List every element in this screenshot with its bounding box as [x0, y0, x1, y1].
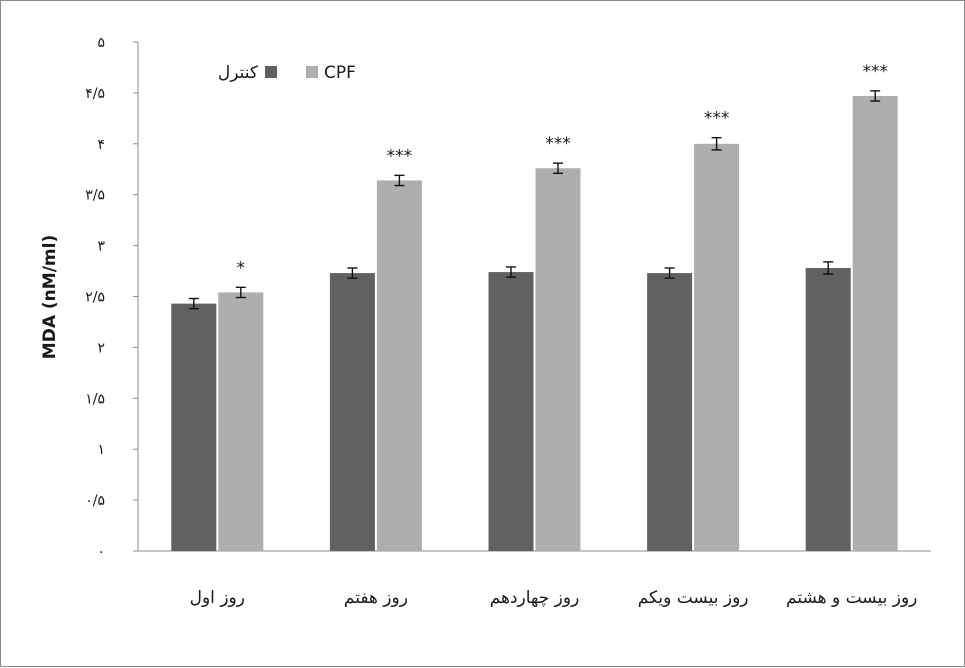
- significance-label: ***: [862, 62, 888, 82]
- y-axis-label: MDA (nM/ml): [40, 235, 60, 359]
- x-category-label: روز اول: [190, 588, 245, 608]
- legend-label-cpf: CPF: [324, 63, 356, 83]
- bar-control: [171, 303, 217, 551]
- significance-label: *: [237, 258, 246, 278]
- y-tick-label: ۱/۵: [85, 391, 105, 407]
- x-category-label: روز بیست و هشتم: [786, 588, 917, 608]
- bar-control: [805, 267, 851, 551]
- legend-swatch-control: [265, 66, 277, 78]
- bar-control: [488, 272, 534, 551]
- y-tick-label: ۰/۵: [85, 493, 105, 509]
- bar-cpf: [376, 180, 422, 551]
- significance-label: ***: [545, 134, 571, 154]
- bar-cpf: [852, 95, 898, 551]
- x-category-labels: روز اول روز هفتم روز چهاردهم روز بیست ویکم ر…: [190, 588, 918, 608]
- y-tick-labels: ۰ ۰/۵ ۱ ۱/۵ ۲ ۲/۵ ۳ ۳/۵ ۴ ۴/۵ ۵: [85, 35, 105, 560]
- bar-cpf: [218, 292, 264, 551]
- legend-swatch-cpf: [306, 66, 318, 78]
- x-category-label: روز بیست ویکم: [638, 588, 749, 608]
- y-tick-label: ۵: [97, 35, 105, 51]
- bar-control: [647, 273, 693, 551]
- y-tick-label: ۴/۵: [85, 86, 105, 102]
- axes: [133, 41, 931, 552]
- y-tick-label: ۰: [97, 544, 105, 560]
- x-category-label: روز هفتم: [344, 588, 408, 608]
- y-tick-label: ۲: [97, 340, 105, 356]
- bar-cpf: [535, 168, 581, 551]
- x-category-label: روز چهاردهم: [490, 588, 580, 608]
- bars: *************: [171, 62, 898, 552]
- y-tick-label: ۱: [97, 442, 105, 458]
- y-tick-label: ۴: [97, 137, 105, 153]
- y-tick-label: ۲/۵: [85, 290, 105, 306]
- bar-control: [329, 273, 375, 551]
- bar-cpf: [694, 143, 740, 552]
- legend-label-control: کنترل: [218, 63, 259, 83]
- significance-label: ***: [387, 146, 413, 166]
- significance-label: ***: [704, 109, 730, 129]
- legend: کنترل CPF: [218, 63, 356, 83]
- y-tick-label: ۳/۵: [85, 188, 105, 204]
- y-tick-label: ۳: [97, 239, 105, 255]
